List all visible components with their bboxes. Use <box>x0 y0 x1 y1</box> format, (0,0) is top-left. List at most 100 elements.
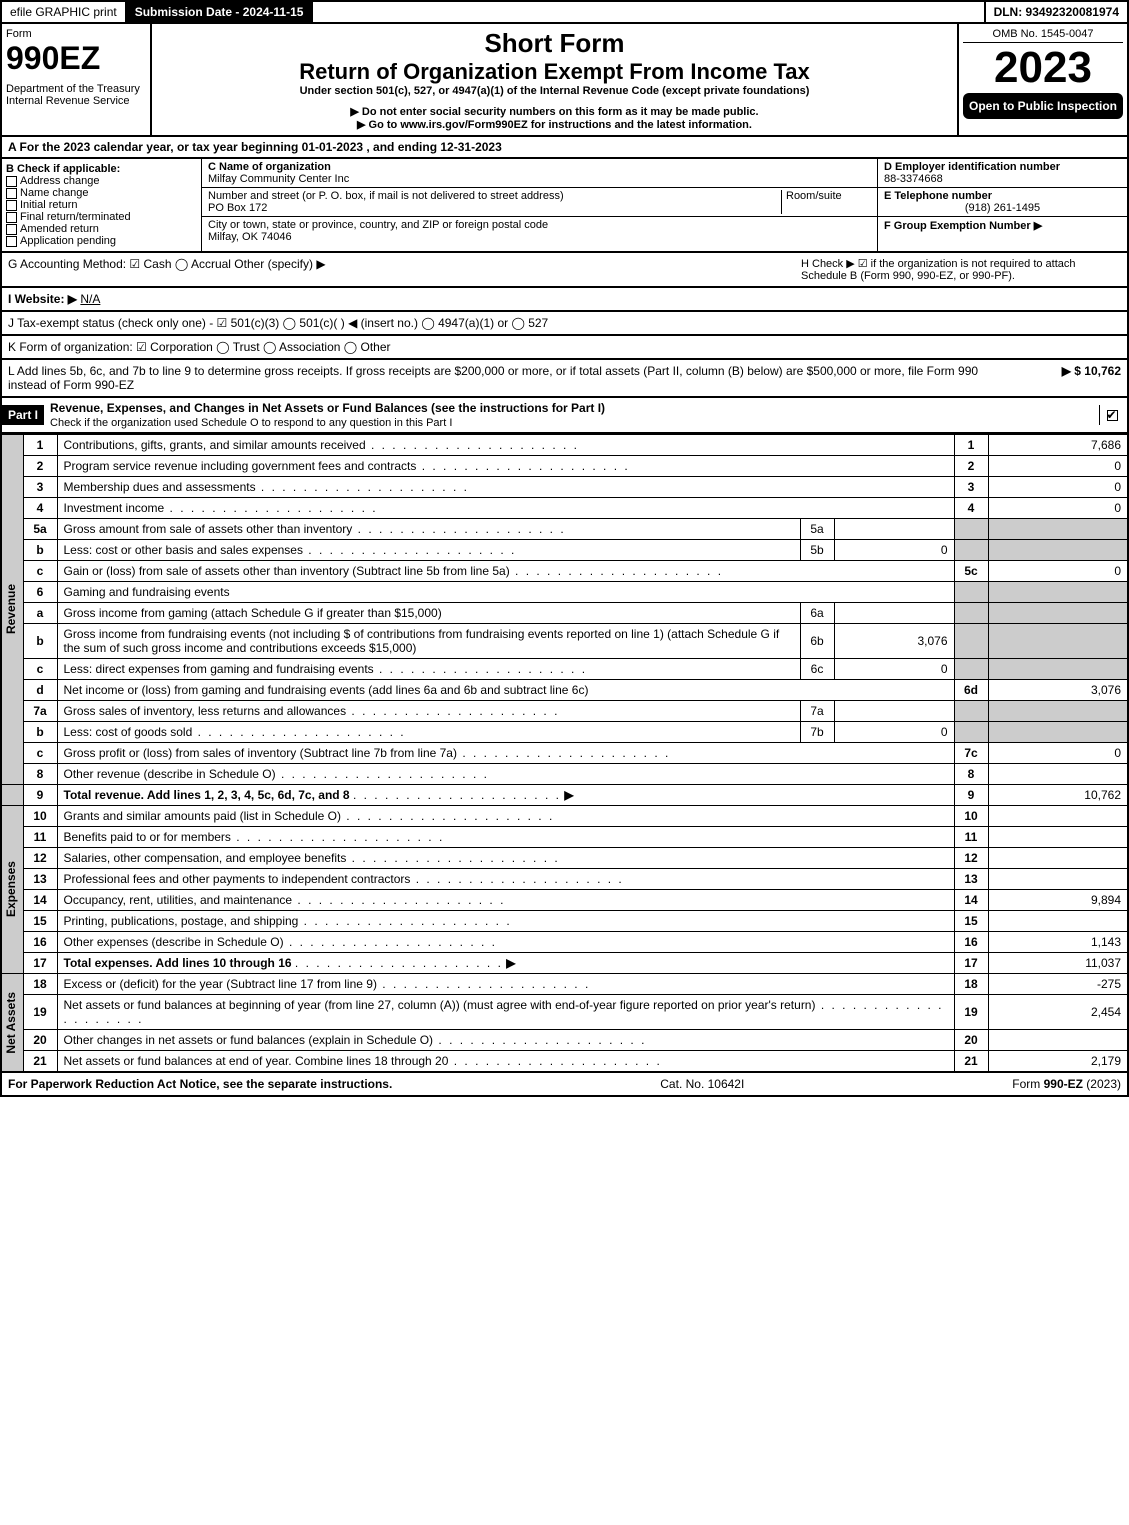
ln-15: 15 <box>23 911 57 932</box>
submission-date: Submission Date - 2024-11-15 <box>127 2 314 22</box>
val-13 <box>988 869 1128 890</box>
netassets-sidelabel: Net Assets <box>2 988 20 1058</box>
subval-6a <box>834 603 954 624</box>
val-18: -275 <box>988 974 1128 995</box>
form-header: Form 990EZ Department of the Treasury In… <box>0 24 1129 137</box>
ln-20: 20 <box>23 1030 57 1051</box>
subtitle: Under section 501(c), 527, or 4947(a)(1)… <box>156 85 953 97</box>
num-21: 21 <box>954 1051 988 1073</box>
desc-9: Total revenue. Add lines 1, 2, 3, 4, 5c,… <box>57 785 954 806</box>
num-5b-grey <box>954 540 988 561</box>
top-bar: efile GRAPHIC print Submission Date - 20… <box>0 0 1129 24</box>
ln-21: 21 <box>23 1051 57 1073</box>
val-20 <box>988 1030 1128 1051</box>
footer-left: For Paperwork Reduction Act Notice, see … <box>8 1077 392 1091</box>
desc-8: Other revenue (describe in Schedule O) <box>57 764 954 785</box>
desc-12: Salaries, other compensation, and employ… <box>57 848 954 869</box>
desc-6d: Net income or (loss) from gaming and fun… <box>57 680 954 701</box>
num-6d: 6d <box>954 680 988 701</box>
footer-catno: Cat. No. 10642I <box>660 1077 744 1091</box>
num-13: 13 <box>954 869 988 890</box>
sub-5b: 5b <box>800 540 834 561</box>
num-6a-grey <box>954 603 988 624</box>
ln-10: 10 <box>23 806 57 827</box>
desc-17: Total expenses. Add lines 10 through 16 … <box>57 953 954 974</box>
addr-label: Number and street (or P. O. box, if mail… <box>208 190 564 202</box>
col-b: B Check if applicable: Address change Na… <box>2 159 202 251</box>
city-label: City or town, state or province, country… <box>208 219 548 231</box>
footer-formref: Form 990-EZ (2023) <box>1012 1077 1121 1091</box>
val-9: 10,762 <box>988 785 1128 806</box>
dln: DLN: 93492320081974 <box>984 2 1127 22</box>
b-label: B Check if applicable: <box>6 163 197 175</box>
org-info-block: B Check if applicable: Address change Na… <box>0 159 1129 253</box>
ln-9: 9 <box>23 785 57 806</box>
desc-5c: Gain or (loss) from sale of assets other… <box>57 561 954 582</box>
line-l: L Add lines 5b, 6c, and 7b to line 9 to … <box>0 360 1129 398</box>
val-11 <box>988 827 1128 848</box>
desc-15: Printing, publications, postage, and shi… <box>57 911 954 932</box>
val-6d: 3,076 <box>988 680 1128 701</box>
num-17: 17 <box>954 953 988 974</box>
opt-name-change[interactable]: Name change <box>6 187 197 199</box>
open-public-pill: Open to Public Inspection <box>963 93 1123 119</box>
opt-final-return[interactable]: Final return/terminated <box>6 211 197 223</box>
val-8 <box>988 764 1128 785</box>
ln-6c: c <box>23 659 57 680</box>
omb-number: OMB No. 1545-0047 <box>963 28 1123 43</box>
val-7a-grey <box>988 701 1128 722</box>
val-6b-grey <box>988 624 1128 659</box>
line-k: K Form of organization: ☑ Corporation ◯ … <box>0 336 1129 360</box>
ln-13: 13 <box>23 869 57 890</box>
website-label: I Website: ▶ <box>8 292 77 306</box>
opt-initial-return[interactable]: Initial return <box>6 199 197 211</box>
desc-19: Net assets or fund balances at beginning… <box>57 995 954 1030</box>
num-15: 15 <box>954 911 988 932</box>
desc-11: Benefits paid to or for members <box>57 827 954 848</box>
short-form-label: Short Form <box>156 28 953 59</box>
ln-17: 17 <box>23 953 57 974</box>
line-g-h: G Accounting Method: ☑ Cash ◯ Accrual Ot… <box>0 253 1129 288</box>
val-5c: 0 <box>988 561 1128 582</box>
desc-7b: Less: cost of goods sold <box>57 722 800 743</box>
subval-7b: 0 <box>834 722 954 743</box>
desc-4: Investment income <box>57 498 954 519</box>
num-6c-grey <box>954 659 988 680</box>
desc-7a: Gross sales of inventory, less returns a… <box>57 701 800 722</box>
form-number: 990EZ <box>6 40 146 77</box>
num-20: 20 <box>954 1030 988 1051</box>
c-name-label: C Name of organization <box>208 161 331 173</box>
subval-5b: 0 <box>834 540 954 561</box>
desc-14: Occupancy, rent, utilities, and maintena… <box>57 890 954 911</box>
val-19: 2,454 <box>988 995 1128 1030</box>
ln-12: 12 <box>23 848 57 869</box>
ln-5a: 5a <box>23 519 57 540</box>
desc-13: Professional fees and other payments to … <box>57 869 954 890</box>
ln-4: 4 <box>23 498 57 519</box>
line-l-text: L Add lines 5b, 6c, and 7b to line 9 to … <box>8 364 1001 392</box>
opt-application-pending[interactable]: Application pending <box>6 235 197 247</box>
goto-link[interactable]: ▶ Go to www.irs.gov/Form990EZ for instru… <box>156 118 953 131</box>
efile-print[interactable]: efile GRAPHIC print <box>2 2 127 22</box>
ln-5c: c <box>23 561 57 582</box>
tax-year: 2023 <box>963 43 1123 93</box>
opt-amended-return[interactable]: Amended return <box>6 223 197 235</box>
subval-6b: 3,076 <box>834 624 954 659</box>
ln-7a: 7a <box>23 701 57 722</box>
num-4: 4 <box>954 498 988 519</box>
part1-table: Revenue 1 Contributions, gifts, grants, … <box>0 434 1129 1073</box>
num-7b-grey <box>954 722 988 743</box>
num-2: 2 <box>954 456 988 477</box>
form-word: Form <box>6 28 146 40</box>
num-9: 9 <box>954 785 988 806</box>
ln-2: 2 <box>23 456 57 477</box>
opt-address-change[interactable]: Address change <box>6 175 197 187</box>
part1-header: Part I Revenue, Expenses, and Changes in… <box>0 398 1129 434</box>
desc-6c: Less: direct expenses from gaming and fu… <box>57 659 800 680</box>
line-i: I Website: ▶ N/A <box>0 288 1129 312</box>
subval-7a <box>834 701 954 722</box>
part1-schedule-o-check[interactable] <box>1099 405 1127 425</box>
ln-1: 1 <box>23 435 57 456</box>
page-footer: For Paperwork Reduction Act Notice, see … <box>0 1073 1129 1097</box>
ssn-warning: ▶ Do not enter social security numbers o… <box>156 105 953 118</box>
